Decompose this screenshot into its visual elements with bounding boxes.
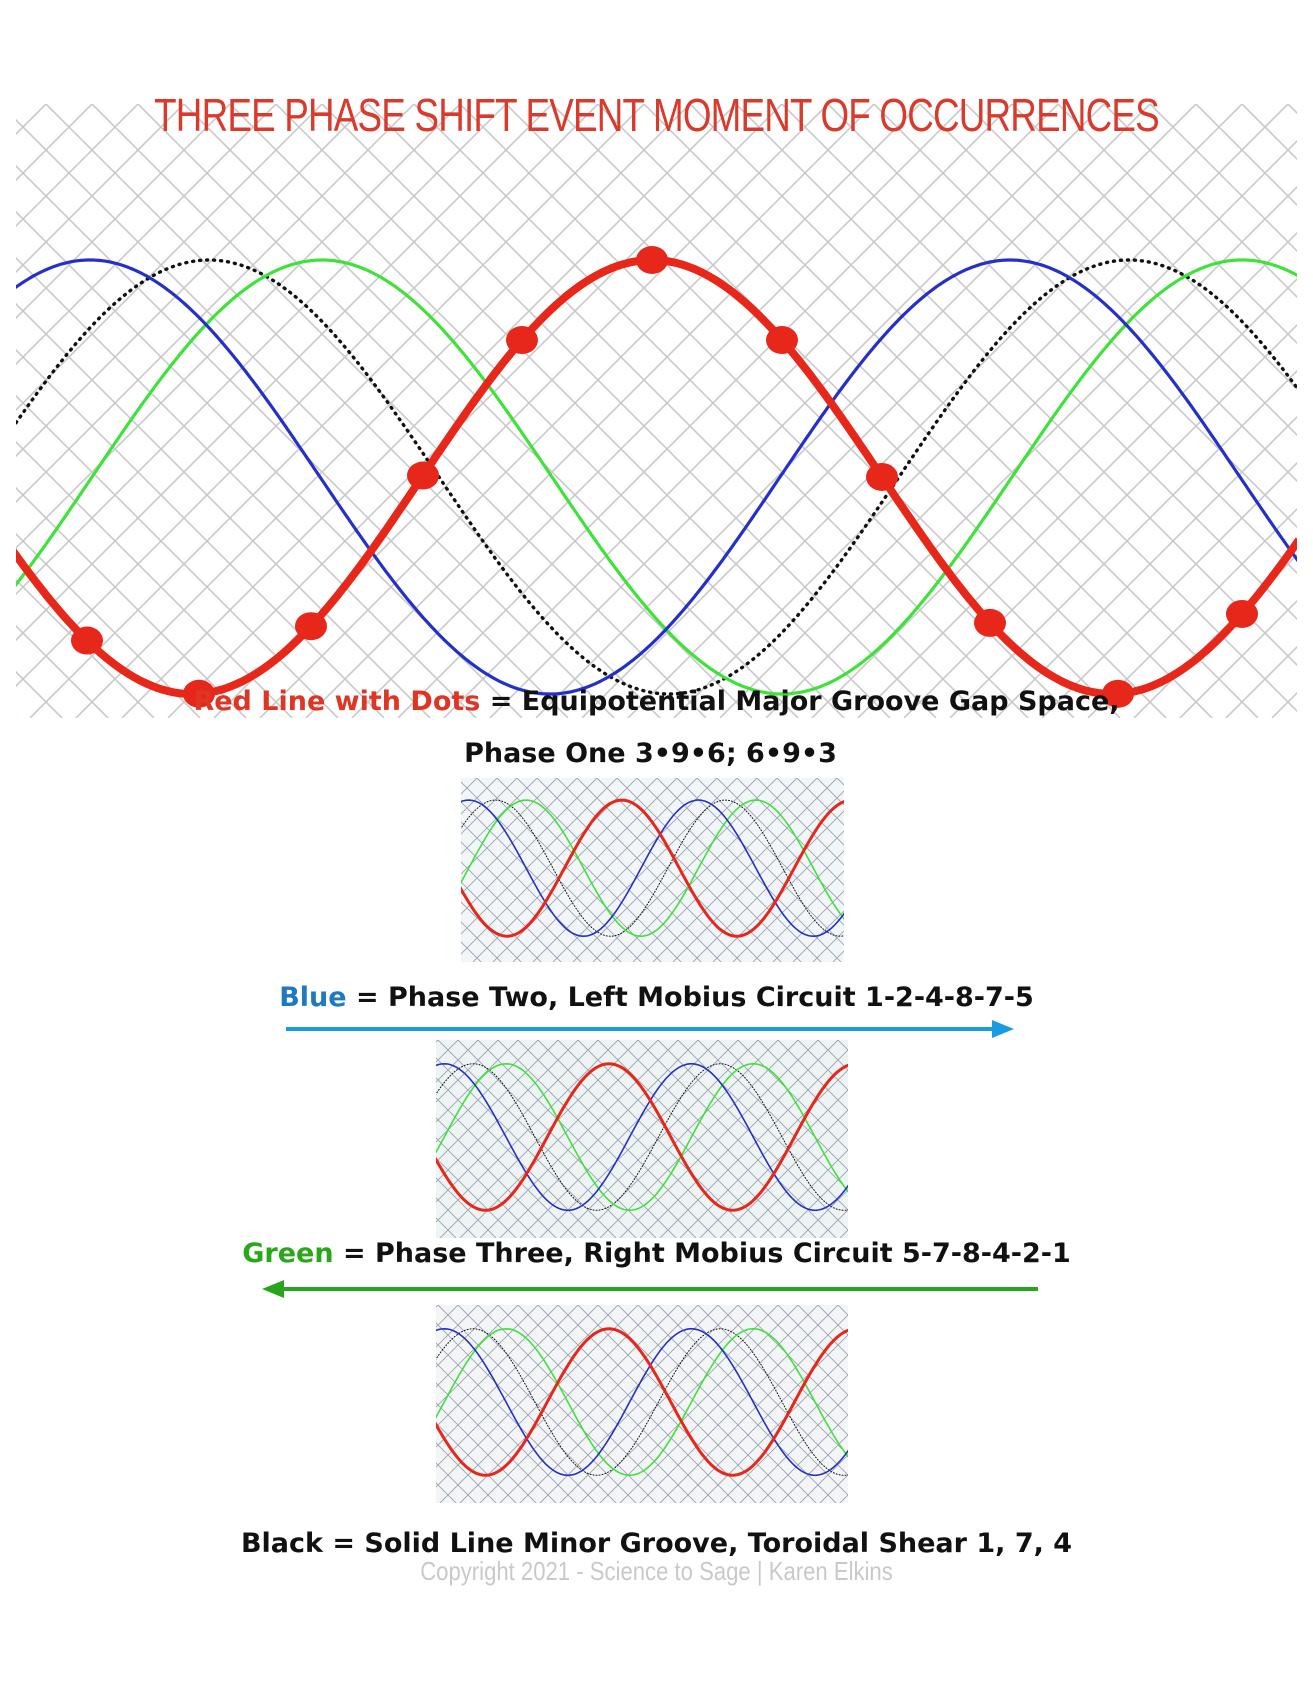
- thumbnail-diagram-2: [436, 1040, 848, 1238]
- red-wave: [436, 1062, 848, 1212]
- blue-caption: Blue = Phase Two, Left Mobius Circuit 1-…: [0, 982, 1313, 1013]
- thumbnail-diagram-3: [436, 1305, 848, 1503]
- blue-caption-text: = Phase Two, Left Mobius Circuit 1-2-4-8…: [355, 982, 1034, 1013]
- blue-wave: [461, 799, 844, 938]
- thumbnail-svg-3: [436, 1305, 848, 1503]
- red-dot-8: [866, 463, 898, 491]
- copyright-notice: Copyright 2021 - Science to Sage | Karen…: [420, 1556, 893, 1586]
- blue-caption-lead: Blue: [279, 982, 347, 1013]
- red-caption-text: = Equipotential Major Groove Gap Space,: [489, 686, 1120, 717]
- black-dotted-wave: [16, 258, 1297, 696]
- red-dot-11: [1226, 599, 1258, 628]
- thumbnail-svg-1: [461, 778, 844, 962]
- red-dot-4: [407, 461, 439, 490]
- blue-right-arrow: [286, 1020, 1014, 1038]
- red-wave: [461, 798, 844, 938]
- blue-wave: [436, 1062, 848, 1212]
- red-dot-6: [636, 246, 668, 274]
- green-wave: [436, 1327, 848, 1477]
- thumbnail-diagram-1: [461, 778, 844, 962]
- main-wave-diagram: [16, 104, 1297, 718]
- black-dotted-wave: [436, 1063, 848, 1211]
- red-dot-1: [71, 626, 103, 655]
- red-caption-line2: Phase One 3•9•6; 6•9•3: [464, 738, 837, 769]
- red-dot-7: [766, 326, 798, 355]
- red-dot-10: [1102, 679, 1134, 708]
- red-wave: [436, 1327, 848, 1477]
- page-title: THREE PHASE SHIFT EVENT MOMENT OF OCCURR…: [154, 89, 1160, 141]
- grid-lines: [436, 1040, 848, 1238]
- blue-wave: [16, 258, 1297, 696]
- blue-wave: [436, 1327, 848, 1477]
- red-dot-9: [974, 608, 1006, 637]
- green-wave: [461, 799, 844, 938]
- green-wave: [16, 258, 1297, 696]
- red-dot-5: [506, 326, 538, 355]
- thumbnail-svg-2: [436, 1040, 848, 1238]
- red-caption: Red Line with Dots = Equipotential Major…: [0, 686, 1313, 717]
- grid-lines: [461, 778, 844, 962]
- green-caption: Green = Phase Three, Right Mobius Circui…: [0, 1238, 1313, 1269]
- green-wave: [436, 1062, 848, 1212]
- black-dotted-wave: [436, 1328, 848, 1476]
- red-dot-2: [183, 679, 215, 708]
- green-left-arrow: [262, 1280, 1038, 1298]
- grid-lines: [16, 104, 1297, 718]
- red-caption-lead: Red Line with Dots: [193, 686, 481, 717]
- green-caption-lead: Green: [242, 1238, 334, 1269]
- red-dot-3: [295, 612, 327, 641]
- main-wave-svg: [16, 104, 1297, 718]
- black-dotted-wave: [461, 799, 844, 937]
- black-caption: Black = Solid Line Minor Groove, Toroida…: [240, 1528, 1073, 1559]
- green-caption-text: = Phase Three, Right Mobius Circuit 5-7-…: [342, 1238, 1071, 1269]
